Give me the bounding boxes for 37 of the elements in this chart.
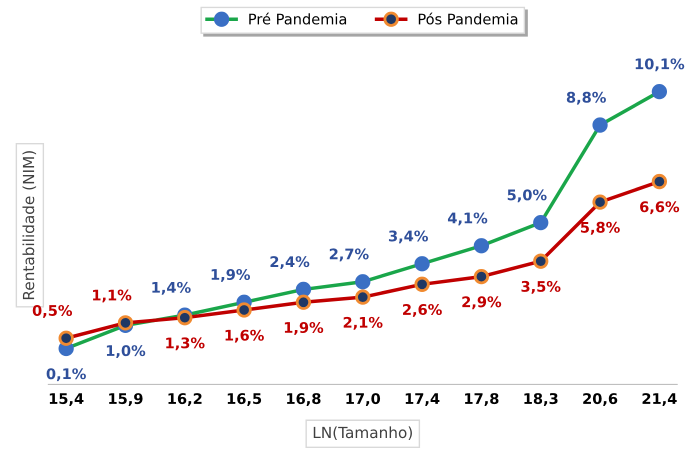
data-label: 1,4% [152, 282, 191, 295]
data-label: 0,1% [46, 368, 86, 382]
data-label: 3,5% [521, 280, 560, 294]
x-tick-label: 15,4 [50, 393, 84, 406]
data-label: 2,9% [462, 296, 502, 310]
data-label: 2,4% [270, 256, 310, 270]
data-label: 8,8% [566, 92, 606, 105]
data-label: 10,1% [636, 58, 684, 72]
data-label: 1,9% [212, 268, 250, 282]
data-label: 1,0% [106, 345, 146, 358]
data-label: 5,8% [580, 222, 620, 235]
x-tick-label: 17,8 [465, 393, 499, 406]
data-label: 2,7% [330, 248, 369, 262]
x-tick-label: 16,2 [168, 393, 202, 406]
x-tick-label: 15,9 [109, 393, 143, 406]
x-tick-label: 18,3 [524, 393, 558, 406]
data-label: 4,1% [448, 212, 488, 226]
x-tick-label: 17,0 [346, 393, 380, 406]
data-label: 1,6% [226, 330, 264, 343]
data-label: 5,0% [508, 189, 547, 202]
x-axis-title: LN(Tamanho) [314, 426, 412, 440]
y-axis-title: Rentabilidade (NIM) [22, 151, 36, 300]
x-tick-label: 16,8 [287, 393, 321, 406]
x-tick-label: 21,4 [642, 393, 677, 406]
data-label: 3,4% [388, 230, 428, 244]
data-label: 6,6% [640, 201, 680, 214]
data-label: 2,6% [403, 304, 442, 317]
data-label: 2,1% [344, 316, 383, 330]
data-label: 0,5% [32, 304, 72, 318]
data-label: 1,1% [93, 290, 132, 302]
data-label: 1,9% [284, 322, 324, 335]
x-tick-label: 17,4 [406, 393, 440, 406]
legend-label: Pré Pandemia [249, 12, 346, 25]
x-tick-label: 16,5 [228, 393, 262, 406]
data-label: 1,3% [166, 337, 205, 350]
legend-label: Pós Pandemia [418, 12, 518, 25]
x-tick-label: 20,6 [583, 393, 618, 406]
